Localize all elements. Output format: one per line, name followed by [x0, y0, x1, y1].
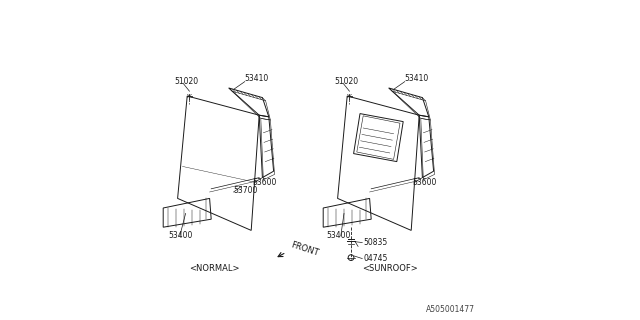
Text: <SUNROOF>: <SUNROOF> — [362, 264, 419, 273]
Text: 51020: 51020 — [334, 77, 358, 86]
Text: 53410: 53410 — [405, 74, 429, 83]
Text: <NORMAL>: <NORMAL> — [189, 264, 239, 273]
Text: 04745: 04745 — [364, 254, 388, 263]
Text: 51020: 51020 — [174, 77, 198, 86]
Text: 53410: 53410 — [245, 74, 269, 83]
Text: 53700: 53700 — [234, 186, 258, 195]
Text: 53600: 53600 — [253, 178, 277, 187]
Text: 50835: 50835 — [364, 238, 387, 247]
Text: FRONT: FRONT — [290, 240, 320, 258]
Text: 53600: 53600 — [413, 178, 437, 187]
Text: A505001477: A505001477 — [426, 305, 475, 314]
Text: 53400: 53400 — [168, 231, 193, 240]
Text: 53400: 53400 — [326, 231, 351, 240]
